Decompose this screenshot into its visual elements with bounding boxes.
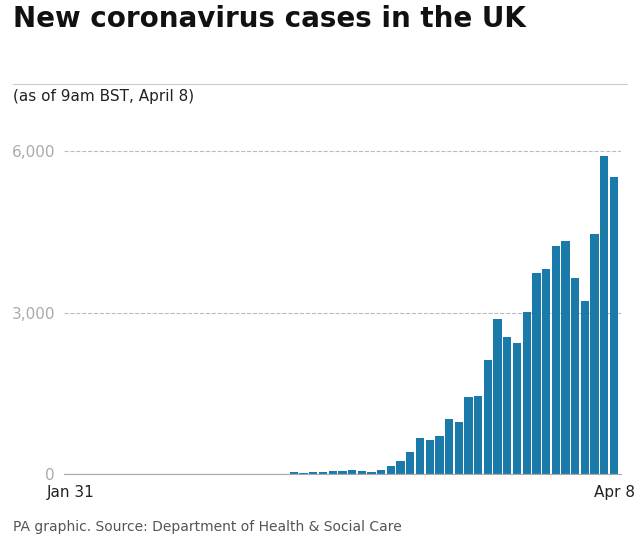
Bar xyxy=(513,343,521,474)
Bar xyxy=(474,396,483,474)
Bar xyxy=(426,440,434,474)
Bar xyxy=(523,312,531,474)
Bar xyxy=(300,473,308,474)
Bar xyxy=(377,469,385,474)
Bar xyxy=(610,177,618,474)
Bar xyxy=(580,301,589,474)
Bar xyxy=(561,241,570,474)
Bar xyxy=(435,436,444,474)
Bar xyxy=(290,472,298,474)
Bar xyxy=(319,472,327,474)
Bar xyxy=(348,470,356,474)
Bar xyxy=(454,422,463,474)
Bar xyxy=(367,472,376,474)
Text: PA graphic. Source: Department of Health & Social Care: PA graphic. Source: Department of Health… xyxy=(13,520,401,534)
Bar xyxy=(552,246,560,474)
Bar xyxy=(406,452,415,474)
Bar xyxy=(387,466,395,474)
Text: New coronavirus cases in the UK: New coronavirus cases in the UK xyxy=(13,5,525,33)
Bar xyxy=(484,360,492,474)
Bar xyxy=(493,319,502,474)
Bar xyxy=(532,273,541,474)
Bar xyxy=(600,156,609,474)
Bar xyxy=(309,472,317,474)
Bar xyxy=(542,270,550,474)
Bar xyxy=(571,279,579,474)
Bar xyxy=(339,471,346,474)
Bar xyxy=(503,337,511,474)
Bar xyxy=(465,397,472,474)
Bar xyxy=(328,471,337,474)
Bar xyxy=(416,438,424,474)
Bar xyxy=(396,461,404,474)
Bar xyxy=(591,234,599,474)
Bar xyxy=(358,471,366,474)
Text: (as of 9am BST, April 8): (as of 9am BST, April 8) xyxy=(13,89,194,104)
Bar xyxy=(445,418,453,474)
